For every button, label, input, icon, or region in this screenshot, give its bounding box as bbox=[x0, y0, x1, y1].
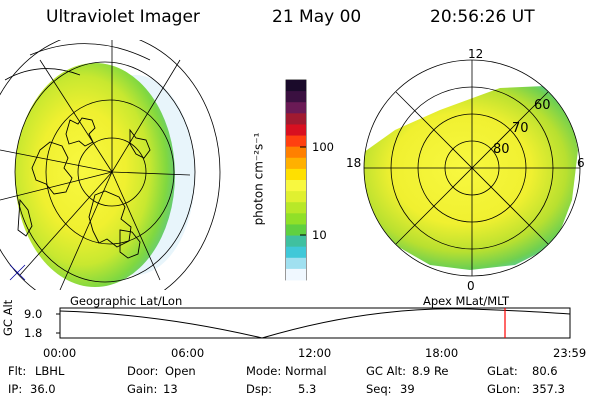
mode-label: Mode: bbox=[246, 364, 282, 378]
altitude-axis-label: GC Alt bbox=[1, 299, 15, 336]
time-tick-0600: 06:00 bbox=[171, 346, 205, 360]
seq-label: Seq: bbox=[366, 382, 392, 396]
colorbar-unit-label: photon cm⁻²s⁻¹ bbox=[251, 132, 266, 226]
mlat-label-80: 80 bbox=[493, 142, 510, 157]
time-label: 20:56:26 UT bbox=[430, 7, 535, 27]
mlt-label-18: 18 bbox=[346, 156, 361, 170]
colorbar-band bbox=[286, 146, 306, 159]
colorbar-band bbox=[286, 91, 306, 103]
altitude-strip bbox=[56, 307, 571, 339]
gain-label: Gain: bbox=[127, 382, 158, 396]
colorbar-band bbox=[286, 113, 306, 125]
seq-value: 39 bbox=[400, 382, 415, 396]
dsp-label: Dsp: bbox=[246, 382, 273, 396]
colorbar-band bbox=[286, 135, 306, 148]
colorbar-band bbox=[286, 168, 306, 181]
door-label: Door: bbox=[127, 364, 159, 378]
door-value: Open bbox=[165, 364, 196, 378]
polar-plot bbox=[363, 59, 581, 277]
dsp-value: 5.3 bbox=[298, 382, 317, 396]
colorbar-tick-100: 100 bbox=[312, 140, 334, 154]
altitude-tick-bottom: 1.8 bbox=[24, 326, 43, 340]
altitude-tick-top: 9.0 bbox=[24, 307, 43, 321]
colorbar-band bbox=[286, 235, 306, 248]
instrument-title: Ultraviolet Imager bbox=[46, 7, 200, 27]
mlt-label-0: 0 bbox=[467, 279, 475, 293]
glat-value: 80.6 bbox=[532, 364, 558, 378]
gcalt-value: 8.9 Re bbox=[412, 364, 449, 378]
colorbar-band bbox=[286, 268, 306, 281]
geographic-label: Geographic Lat/Lon bbox=[70, 294, 183, 308]
colorbar-band bbox=[286, 124, 306, 137]
glon-label: GLon: bbox=[487, 382, 521, 396]
ip-value: 36.0 bbox=[30, 382, 56, 396]
colorbar-band bbox=[286, 213, 306, 225]
time-tick-1200: 12:00 bbox=[298, 346, 332, 360]
colorbar-band bbox=[286, 257, 306, 270]
colorbar-band bbox=[286, 202, 306, 214]
date-label: 21 May 00 bbox=[272, 7, 362, 27]
gcalt-label: GC Alt: bbox=[366, 364, 407, 378]
flt-value: LBHL bbox=[35, 364, 65, 378]
mlat-label-60: 60 bbox=[534, 98, 551, 113]
mlat-label-70: 70 bbox=[512, 121, 529, 136]
time-tick-2359: 23:59 bbox=[553, 346, 587, 360]
mlt-label-12: 12 bbox=[468, 47, 483, 61]
geographic-map bbox=[0, 40, 221, 290]
colorbar-band bbox=[286, 80, 306, 92]
colorbar bbox=[285, 79, 307, 281]
mode-value: Normal bbox=[285, 364, 327, 378]
colorbar-band bbox=[286, 224, 306, 237]
mlt-label-6: 6 bbox=[577, 156, 585, 170]
colorbar-band bbox=[286, 102, 306, 114]
glon-value: 357.3 bbox=[532, 382, 565, 396]
gain-value: 13 bbox=[163, 382, 178, 396]
colorbar-band bbox=[286, 157, 306, 170]
time-tick-0000: 00:00 bbox=[43, 346, 77, 360]
apex-label: Apex MLat/MLT bbox=[423, 294, 510, 308]
glat-label: GLat: bbox=[487, 364, 518, 378]
time-tick-1800: 18:00 bbox=[425, 346, 459, 360]
ip-label: IP: bbox=[8, 382, 23, 396]
colorbar-tick-10: 10 bbox=[312, 228, 327, 242]
flt-label: Flt: bbox=[8, 364, 27, 378]
colorbar-band bbox=[286, 246, 306, 259]
colorbar-band bbox=[286, 191, 306, 203]
colorbar-band bbox=[286, 180, 306, 192]
